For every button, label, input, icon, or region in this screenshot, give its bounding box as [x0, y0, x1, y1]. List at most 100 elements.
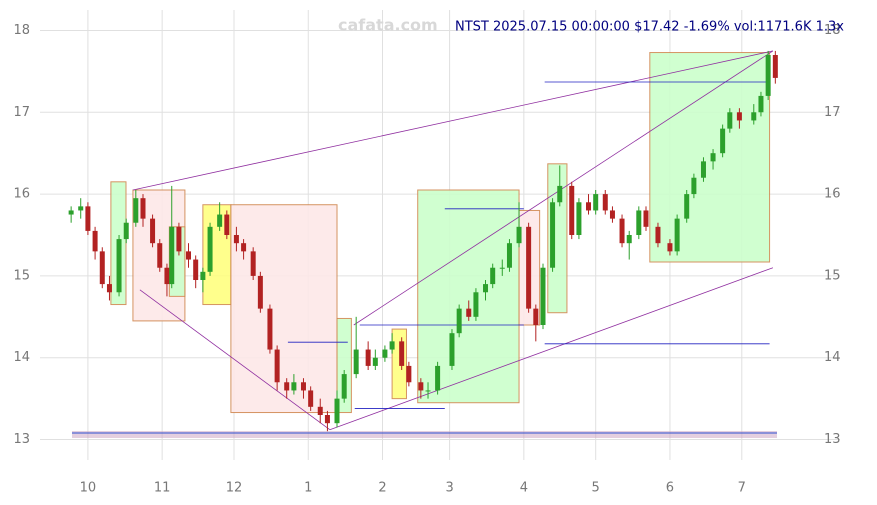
x-tick-label: 10 [80, 481, 97, 496]
x-tick-label: 7 [738, 481, 746, 496]
candle-body [217, 214, 223, 227]
candle-body [667, 243, 673, 252]
y-tick-label-right: 14 [824, 350, 841, 365]
candle-body [308, 390, 314, 407]
candle-body [382, 349, 388, 358]
candle-body [609, 210, 615, 219]
candle-body [399, 341, 405, 366]
y-tick-label: 14 [13, 350, 30, 365]
y-tick-label: 18 [13, 23, 30, 38]
candle-body [186, 251, 192, 260]
candle-body [372, 357, 378, 366]
zone-box [417, 189, 520, 404]
candle-body [684, 194, 690, 219]
candle-body [353, 349, 359, 375]
candle-body [68, 210, 74, 215]
candle-body [99, 251, 105, 285]
candle-body [540, 267, 546, 325]
candle-body [643, 210, 649, 227]
x-tick-label: 6 [666, 481, 674, 496]
candle-body [341, 374, 347, 399]
candle-body [758, 95, 764, 113]
trend-line [329, 267, 774, 431]
trend-line [139, 289, 331, 431]
candle-body [619, 218, 625, 244]
candle-body [85, 206, 91, 231]
candle-body [150, 218, 156, 244]
candle-body [123, 222, 129, 240]
x-tick-label: 4 [520, 481, 528, 496]
candle-body [207, 226, 213, 272]
candle-body [164, 267, 170, 285]
candle-body [449, 333, 455, 366]
candle-body [78, 206, 84, 211]
candle-body [526, 226, 532, 309]
y-tick-label: 13 [13, 432, 30, 447]
candle-body [300, 382, 306, 391]
y-tick-label-right: 17 [824, 105, 841, 120]
watermark: cafata.com [338, 16, 438, 35]
candle-body [516, 226, 522, 244]
candle-body [727, 112, 733, 129]
candle-body [389, 341, 395, 350]
candle-body [284, 382, 290, 391]
candle-body [483, 284, 489, 293]
candle-body [691, 177, 697, 195]
trend-line [353, 50, 774, 326]
candle-body [456, 308, 462, 334]
candle-body [157, 243, 163, 268]
candle-body [557, 185, 563, 203]
candle-body [267, 308, 273, 350]
candle-body [499, 267, 505, 269]
candle-body [133, 198, 139, 223]
y-tick-label: 15 [13, 268, 30, 283]
candle-body [586, 202, 592, 211]
candle-body [655, 226, 661, 244]
candle-body [626, 235, 632, 244]
x-tick-label: 2 [378, 481, 386, 496]
x-tick-label: 1 [304, 481, 312, 496]
candle-body [317, 406, 323, 415]
candle-body [334, 398, 340, 424]
trend-line [132, 50, 774, 191]
candle-body [576, 202, 582, 235]
candle-body [291, 382, 297, 391]
x-tick-label: 3 [445, 481, 453, 496]
y-tick-label-right: 13 [824, 432, 841, 447]
zone-box [649, 52, 771, 263]
candle-body [274, 349, 280, 383]
candle-body [736, 112, 742, 121]
candle-body [241, 243, 247, 252]
candle-body [710, 153, 716, 162]
candle-body [473, 292, 479, 317]
candle-body [324, 415, 330, 424]
y-tick-label-right: 15 [824, 268, 841, 283]
candle-body [593, 194, 599, 211]
candle-body [435, 365, 441, 391]
y-tick-label-right: 16 [824, 187, 841, 202]
x-tick-label: 5 [592, 481, 600, 496]
candle-body [106, 284, 112, 293]
candle-body [176, 226, 182, 252]
candle-body [193, 259, 199, 280]
chart-title: NTST 2025.07.15 00:00:00 $17.42 -1.69% v… [455, 20, 844, 35]
candle-body [466, 308, 472, 317]
candle-body [92, 230, 98, 252]
candle-body [700, 161, 706, 178]
candle-body [169, 226, 175, 285]
candle-body [418, 382, 424, 391]
candle-body [533, 308, 539, 325]
candle-body [765, 55, 771, 96]
candle-body [602, 194, 608, 211]
y-tick-label-right: 18 [824, 23, 841, 38]
y-tick-label: 17 [13, 105, 30, 120]
candle-body [751, 112, 757, 121]
x-tick-label: 11 [154, 481, 171, 496]
candle-body [140, 198, 146, 219]
candle-body [116, 239, 122, 293]
candle-body [636, 210, 642, 235]
volume-strip [72, 431, 777, 438]
candle-body [406, 365, 412, 383]
